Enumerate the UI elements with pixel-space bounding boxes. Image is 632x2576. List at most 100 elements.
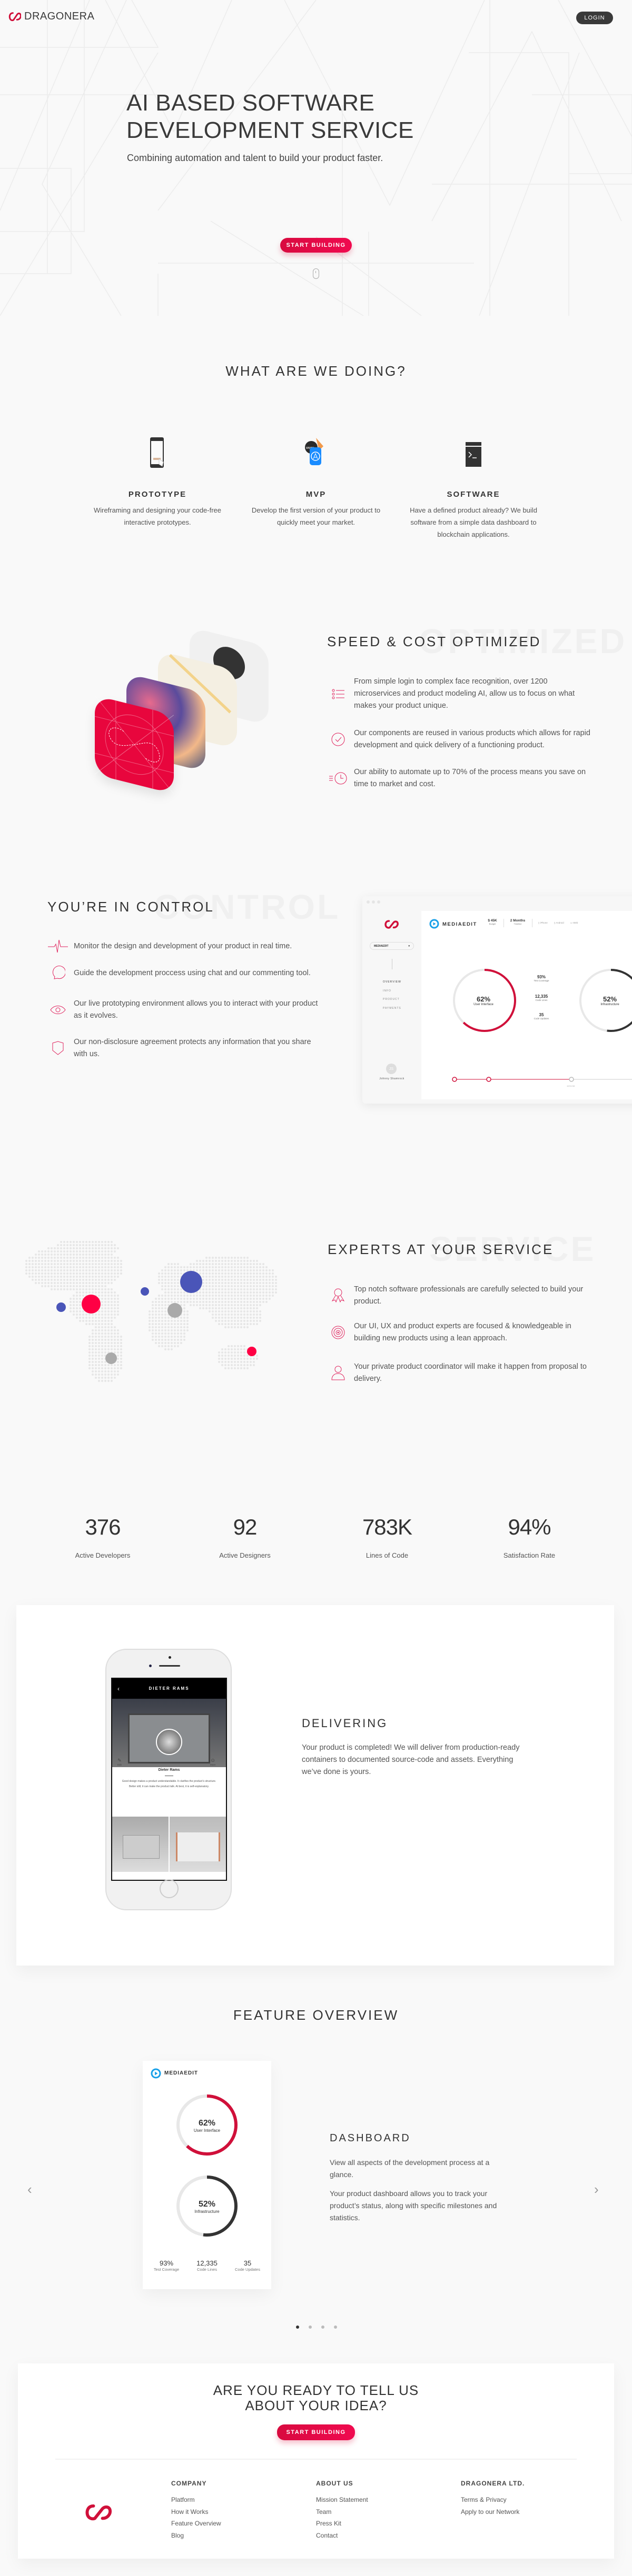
map-dot: [104, 1244, 106, 1246]
carousel-prev-button[interactable]: ‹: [27, 2181, 32, 2197]
map-dot: [28, 1272, 31, 1275]
map-dot: [221, 1304, 223, 1306]
map-dot: [259, 1276, 261, 1278]
map-dot: [98, 1254, 100, 1256]
map-dot: [224, 1364, 226, 1366]
map-dot: [101, 1298, 103, 1300]
map-dot: [98, 1279, 100, 1281]
map-dot: [171, 1285, 173, 1287]
map-dot: [114, 1247, 116, 1249]
back-icon[interactable]: ‹: [117, 1685, 121, 1692]
footer-link-feature-overview[interactable]: Feature Overview: [171, 2520, 221, 2527]
map-dot: [158, 1307, 160, 1309]
footer-link-team[interactable]: Team: [316, 2508, 332, 2515]
carousel-dot[interactable]: [296, 2326, 299, 2329]
carousel-dot[interactable]: [334, 2326, 337, 2329]
more-button[interactable]: ⊙ More: [210, 1758, 216, 1766]
carousel-dot[interactable]: [321, 2326, 324, 2329]
map-dot: [111, 1241, 113, 1243]
map-dot: [98, 1364, 100, 1366]
map-dot: [44, 1263, 46, 1265]
map-dot: [79, 1241, 81, 1243]
footer-link-terms[interactable]: Terms & Privacy: [461, 2496, 507, 2503]
map-dot: [259, 1291, 261, 1294]
service-mvp: www MVP Develop the first version of you…: [242, 437, 390, 528]
map-dot: [101, 1241, 103, 1243]
footer-link-apply[interactable]: Apply to our Network: [461, 2508, 520, 2515]
map-dot: [101, 1329, 103, 1331]
map-dot: [158, 1339, 160, 1341]
award-icon: [331, 1288, 345, 1303]
map-dot: [101, 1310, 103, 1312]
map-dot: [164, 1345, 166, 1347]
map-dot: [262, 1279, 264, 1281]
map-dot: [120, 1345, 122, 1347]
map-dot: [111, 1307, 113, 1309]
map-dot: [253, 1361, 255, 1363]
footer-link-platform[interactable]: Platform: [171, 2496, 195, 2503]
map-dot: [85, 1244, 87, 1246]
map-dot: [221, 1301, 223, 1303]
map-dot: [82, 1269, 84, 1271]
map-dot: [76, 1263, 78, 1265]
map-dot: [82, 1288, 84, 1290]
map-dot: [88, 1367, 91, 1369]
footer-link-how-it-works[interactable]: How it Works: [171, 2508, 209, 2515]
map-dot: [51, 1276, 53, 1278]
map-dot: [164, 1336, 166, 1338]
mouse-icon[interactable]: [313, 268, 319, 279]
footer-start-building-button[interactable]: START BUILDING: [277, 2424, 355, 2440]
map-dot: [79, 1314, 81, 1316]
map-dot: [101, 1257, 103, 1259]
nav-product[interactable]: PRODUCT: [383, 998, 400, 1001]
map-dot: [246, 1355, 249, 1357]
map-dot: [243, 1257, 245, 1259]
carousel-dot[interactable]: [309, 2326, 312, 2329]
map-dot: [60, 1276, 62, 1278]
footer-link-press-kit[interactable]: Press Kit: [316, 2520, 342, 2527]
map-dot: [44, 1276, 46, 1278]
map-dot: [104, 1310, 106, 1312]
map-dot: [82, 1266, 84, 1268]
map-dot: [215, 1263, 217, 1265]
avatar[interactable]: JS: [386, 1064, 397, 1074]
map-dot: [240, 1301, 242, 1303]
map-dot: [199, 1295, 201, 1297]
map-dot: [104, 1317, 106, 1319]
nav-overview[interactable]: OVERVIEW: [383, 980, 401, 984]
map-dot: [155, 1339, 157, 1341]
footer-link-contact[interactable]: Contact: [316, 2531, 338, 2539]
map-dot: [259, 1272, 261, 1275]
project-select[interactable]: MEDIAEDIT ▾: [370, 942, 414, 950]
map-dot: [209, 1269, 211, 1271]
nav-payments[interactable]: PAYMENTS: [383, 1007, 401, 1010]
footer-cta-heading: ARE YOU READY TO TELL US ABOUT YOUR IDEA?: [213, 2382, 419, 2413]
edit-button[interactable]: ✎ Edit: [117, 1758, 122, 1766]
carousel-next-button[interactable]: ›: [594, 2181, 599, 2197]
map-dot: [117, 1304, 119, 1306]
map-dot: [234, 1279, 236, 1281]
map-dot: [212, 1314, 214, 1316]
nav-info[interactable]: INFO: [383, 989, 391, 993]
footer-link-blog[interactable]: Blog: [171, 2531, 184, 2539]
map-dot: [193, 1304, 195, 1306]
map-dot: [95, 1342, 97, 1344]
login-button[interactable]: LOGIN: [576, 12, 613, 24]
check-circle-icon: [331, 733, 345, 746]
map-dot: [167, 1291, 170, 1294]
map-dot: [243, 1298, 245, 1300]
map-dot: [164, 1304, 166, 1306]
map-dot: [262, 1291, 264, 1294]
map-dot: [237, 1348, 239, 1350]
map-dot: [95, 1291, 97, 1294]
map-dot: [221, 1282, 223, 1284]
map-dot: [246, 1291, 249, 1294]
map-dot: [111, 1279, 113, 1281]
map-dot: [76, 1310, 78, 1312]
start-building-button[interactable]: START BUILDING: [280, 238, 352, 253]
map-dot: [88, 1266, 91, 1268]
footer-link-mission[interactable]: Mission Statement: [316, 2496, 368, 2503]
brand-logo[interactable]: DRAGONERA: [8, 11, 94, 23]
map-dot: [117, 1269, 119, 1271]
map-dot: [174, 1282, 176, 1284]
